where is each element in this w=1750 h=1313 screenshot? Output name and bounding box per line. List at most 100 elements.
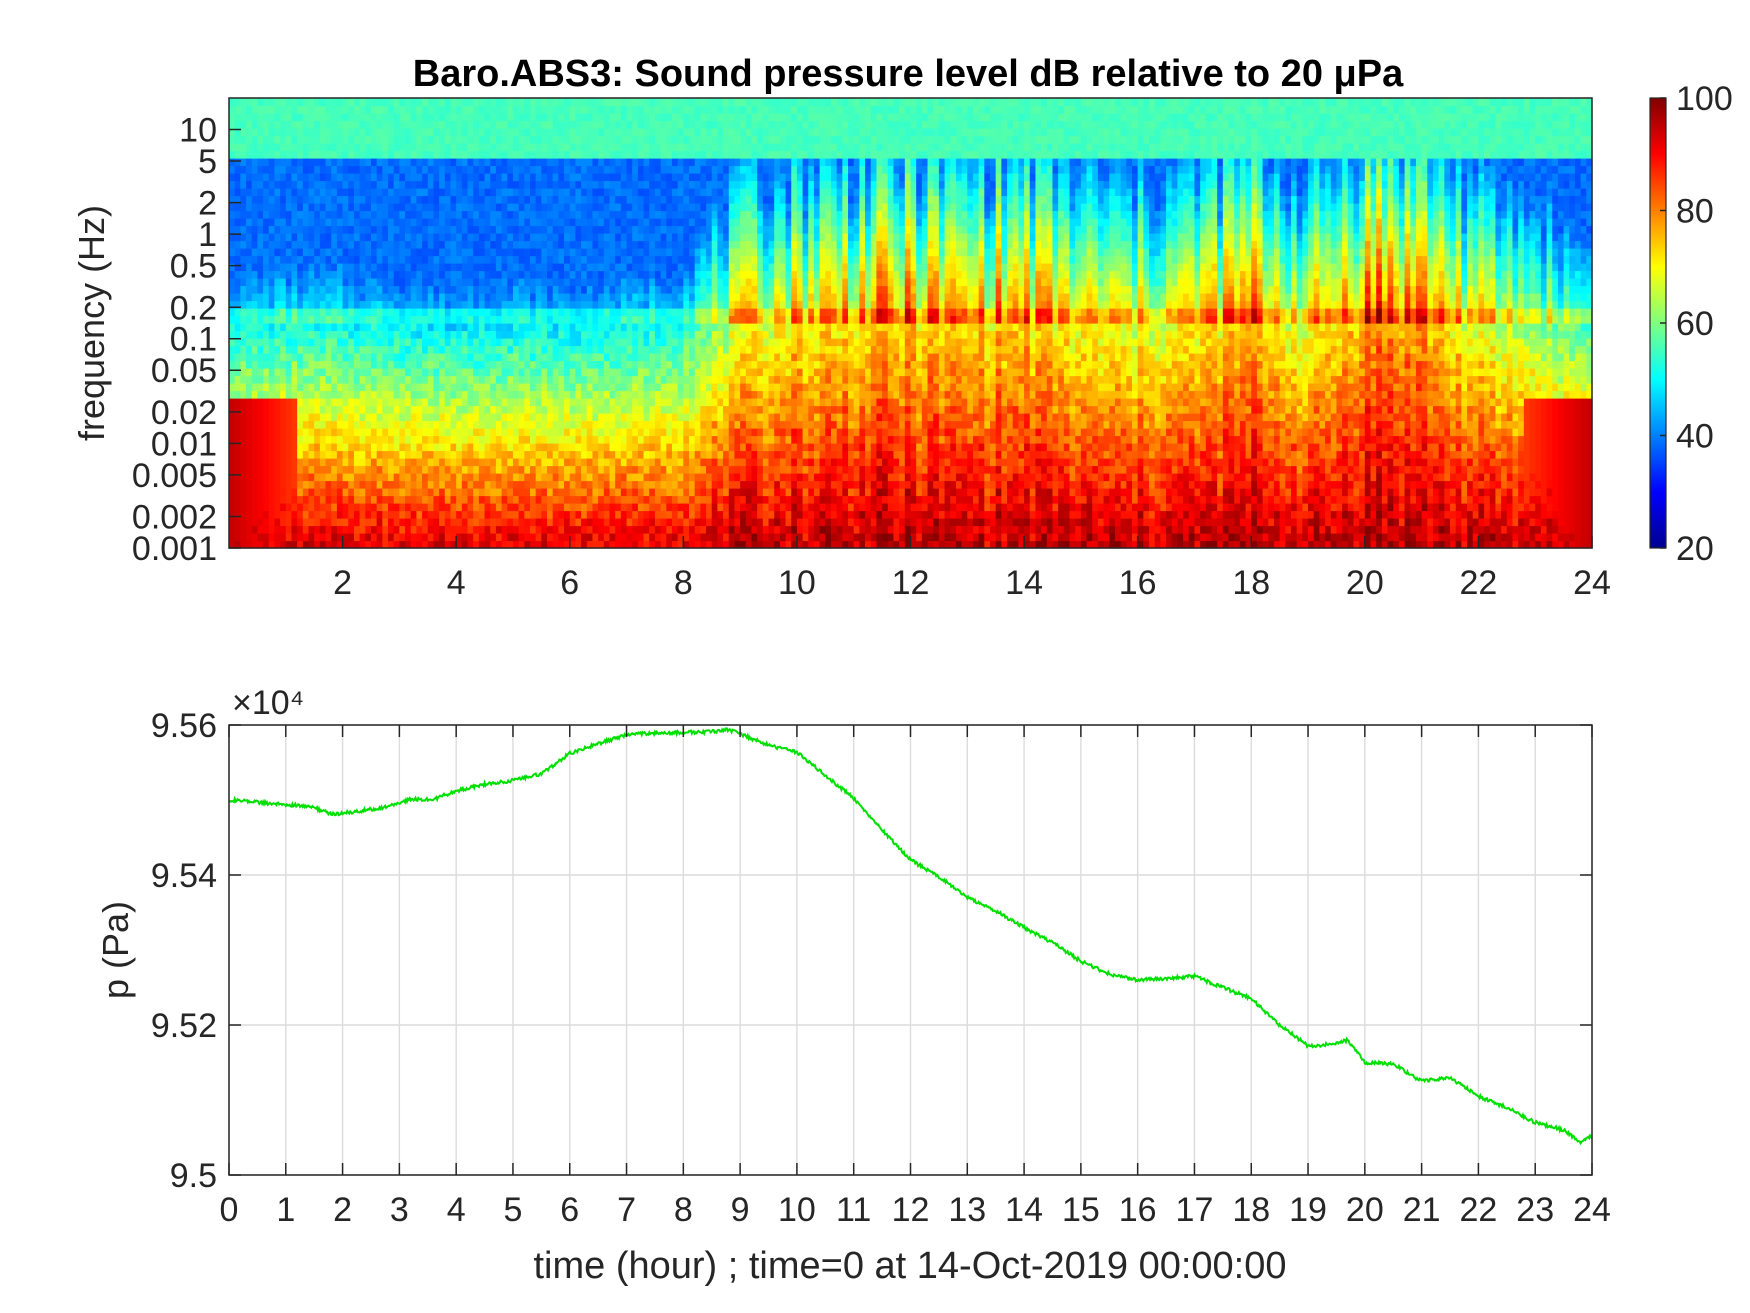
spectrogram-cell: [637, 465, 645, 474]
spectrogram-cell: [274, 188, 281, 197]
spectrogram-cell: [649, 270, 656, 279]
spectrogram-cell: [291, 263, 298, 272]
spectrogram-cell: [552, 375, 559, 384]
spectrogram-cell: [353, 495, 361, 504]
spectrogram-cell: [592, 270, 599, 279]
spectrogram-cell: [694, 255, 701, 264]
spectrogram-cell: [530, 120, 537, 129]
spectrogram-cell: [382, 218, 389, 227]
spectrogram-cell: [410, 218, 418, 227]
spectrogram-cell: [615, 293, 622, 302]
spectrogram-cell: [433, 278, 440, 287]
spectrogram-cell: [603, 203, 611, 212]
spectrogram-cell: [581, 195, 588, 204]
spectrogram-cell: [626, 218, 633, 227]
spectrogram-cell: [251, 278, 258, 287]
spectrogram-cell: [291, 510, 298, 519]
spectrogram-cell: [654, 248, 662, 257]
spectrogram-cell: [314, 525, 321, 534]
spectrogram-cell: [552, 480, 559, 489]
spectrogram-cell: [512, 420, 520, 429]
spectrogram-cell: [308, 330, 315, 339]
spectrogram-cell: [285, 323, 293, 332]
spectrogram-cell: [268, 360, 276, 369]
spectrogram-cell: [660, 360, 667, 369]
spectrogram-cell: [370, 510, 378, 519]
spectrogram-cell: [609, 150, 616, 159]
spectrogram-cell: [291, 210, 298, 219]
spectrogram-cell: [535, 473, 542, 482]
spectrogram-cell: [308, 488, 315, 497]
spectrogram-cell: [319, 540, 327, 549]
spectrogram-cell: [382, 120, 389, 129]
spectrogram-cell: [319, 113, 327, 122]
spectrogram-cell: [632, 240, 639, 249]
spectrogram-cell: [541, 413, 548, 422]
spectrogram-cell: [229, 255, 236, 264]
spectrogram-cell: [507, 263, 514, 272]
spectrogram-cell: [689, 323, 696, 332]
spectrogram-cell: [251, 263, 258, 272]
spectrogram-cell: [495, 375, 503, 384]
spectrogram-cell: [478, 233, 486, 242]
spectrogram-cell: [336, 533, 344, 542]
spectrogram-cell: [251, 218, 258, 227]
spectrogram-cell: [268, 525, 276, 534]
spectrogram-cell: [581, 503, 588, 512]
spectrogram-cell: [268, 158, 276, 167]
spectrogram-cell: [268, 510, 276, 519]
spectrogram-cell: [501, 495, 508, 504]
spectrogram-cell: [456, 263, 463, 272]
spectrogram-cell: [643, 488, 650, 497]
spectrogram-cell: [609, 135, 616, 144]
spectrogram-cell: [552, 128, 559, 137]
spectrogram-cell: [473, 188, 480, 197]
spectrogram-cell: [575, 98, 582, 107]
spectrogram-cell: [484, 435, 491, 444]
spectrogram-cell: [620, 420, 628, 429]
spectrogram-cell: [393, 413, 400, 422]
spectrogram-cell: [484, 443, 491, 452]
spectrogram-cell: [229, 158, 236, 167]
spectrogram-cell: [569, 368, 577, 377]
spectrogram-cell: [626, 510, 633, 519]
spectrogram-cell: [660, 420, 667, 429]
spectrogram-cell: [558, 315, 565, 324]
spectrogram-cell: [564, 203, 571, 212]
spectrogram-cell: [416, 390, 423, 399]
spectrogram-cell: [660, 105, 667, 114]
spectrogram-cell: [388, 353, 395, 362]
spectrogram-cell: [336, 158, 344, 167]
spectrogram-cell: [268, 165, 276, 174]
spectrogram-cell: [456, 210, 463, 219]
spectrogram-cell: [581, 375, 588, 384]
spectrogram-cell: [649, 360, 656, 369]
spectrogram-cell: [393, 443, 400, 452]
spectrogram-cell: [257, 488, 264, 497]
spectrogram-cell: [251, 105, 258, 114]
spectrogram-cell: [501, 345, 508, 354]
spectrogram-cell: [666, 233, 673, 242]
spectrogram-cell: [501, 540, 508, 549]
spectrogram-cell: [234, 405, 241, 414]
spectrogram-cell: [382, 375, 389, 384]
spectrogram-cell: [547, 345, 554, 354]
spectrogram-cell: [541, 435, 548, 444]
spectrogram-cell: [467, 473, 474, 482]
spectrogram-cell: [263, 270, 270, 279]
spectrogram-cell: [694, 413, 701, 422]
spectrogram-cell: [677, 158, 684, 167]
spectrogram-cell: [603, 368, 611, 377]
spectrogram-cell: [342, 158, 349, 167]
spectrogram-cell: [461, 330, 469, 339]
spectrogram-cell: [297, 165, 304, 174]
spectrogram-cell: [581, 383, 588, 392]
spectrogram-cell: [302, 143, 310, 152]
spectrogram-cell: [626, 390, 633, 399]
spectrogram-cell: [405, 428, 412, 437]
spectrogram-cell: [302, 323, 310, 332]
spectrogram-cell: [336, 143, 344, 152]
spectrogram-cell: [382, 450, 389, 459]
spectrogram-cell: [530, 188, 537, 197]
spectrogram-cell: [342, 323, 349, 332]
